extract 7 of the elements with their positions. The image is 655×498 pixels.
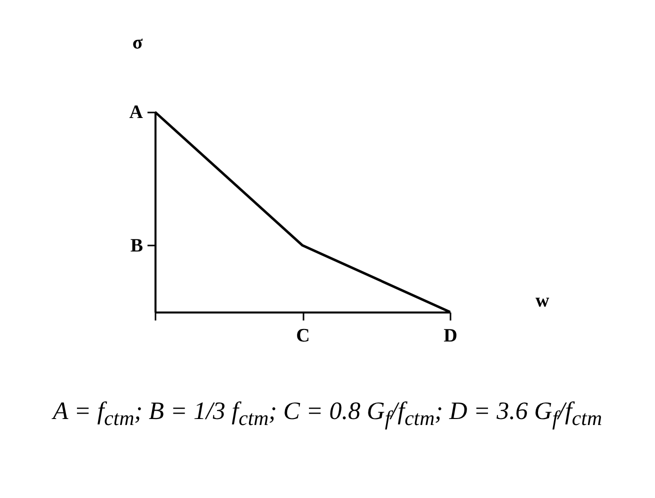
x-tick-label: D <box>444 326 458 346</box>
x-tick-label: C <box>296 326 310 346</box>
text: B <box>130 235 144 256</box>
text: A = f$_{ctm}$; B = 1/3 f$_{ctm}$; C = 0.8 G$_{f}$/f$_{ctm}$; D = 3.6 G$_{f}$/f$_{ctm}$ <box>53 398 602 430</box>
text: A <box>129 102 144 123</box>
y-axis-title: σ <box>132 32 144 54</box>
x-axis-title: w <box>536 290 550 312</box>
